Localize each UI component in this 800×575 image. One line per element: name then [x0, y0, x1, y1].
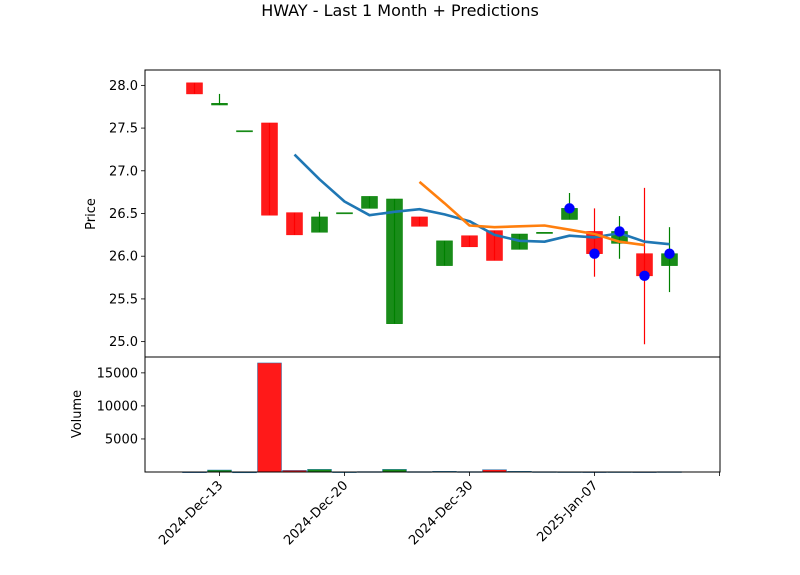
- chart-title: HWAY - Last 1 Month + Predictions: [261, 1, 539, 20]
- candle-body: [336, 212, 353, 215]
- volume-tick-label: 5000: [105, 432, 138, 447]
- price-tick-label: 26.0: [109, 250, 138, 265]
- x-tick-label: 2024-Dec-30: [406, 478, 476, 548]
- candle-body: [461, 235, 478, 248]
- candle-body: [311, 216, 328, 233]
- candle-body: [386, 198, 403, 324]
- price-tick-label: 27.5: [109, 122, 138, 137]
- x-tick-label: 2024-Dec-13: [156, 478, 226, 548]
- volume-panel: 5000 10000 15000 2024-Dec-13 2024-Dec-20 2024…: [97, 356, 721, 548]
- prediction-point: [614, 226, 625, 237]
- prediction-point: [664, 248, 675, 259]
- x-tick-label: 2024-Dec-20: [281, 478, 351, 548]
- prediction-point: [639, 270, 650, 282]
- candle-body: [261, 122, 278, 216]
- price-tick-label: 26.5: [109, 207, 138, 222]
- candle-body: [236, 130, 253, 133]
- prediction-point: [564, 203, 575, 214]
- moving-average-orange-line: [418, 180, 645, 247]
- price-axis-label: Price: [84, 198, 99, 230]
- price-tick-label: 27.0: [109, 164, 138, 179]
- candle-body: [361, 196, 378, 209]
- x-tick-label: 2025-Jan-07: [534, 478, 601, 545]
- candle-body: [211, 103, 228, 106]
- candle-body: [411, 216, 428, 227]
- volume-bar: [257, 362, 282, 473]
- volume-panel-frame: [144, 356, 721, 473]
- moving-average-blue-line: [293, 153, 670, 246]
- volume-tick-label: 15000: [97, 366, 138, 381]
- price-panel: 25.0 25.5 26.0 26.5 27.0 27.5 28.0: [109, 69, 721, 358]
- candle-body: [536, 232, 553, 234]
- volume-axis-label: Volume: [70, 390, 85, 438]
- candle-body: [286, 212, 303, 236]
- candle-body: [186, 82, 203, 95]
- price-tick-label: 25.5: [109, 292, 138, 307]
- candle-body: [486, 230, 503, 261]
- price-tick-label: 25.0: [109, 335, 138, 350]
- price-panel-frame: [144, 69, 721, 358]
- price-tick-label: 28.0: [109, 79, 138, 94]
- prediction-point: [589, 248, 600, 259]
- volume-tick-label: 10000: [97, 399, 138, 414]
- candle-body: [436, 240, 453, 266]
